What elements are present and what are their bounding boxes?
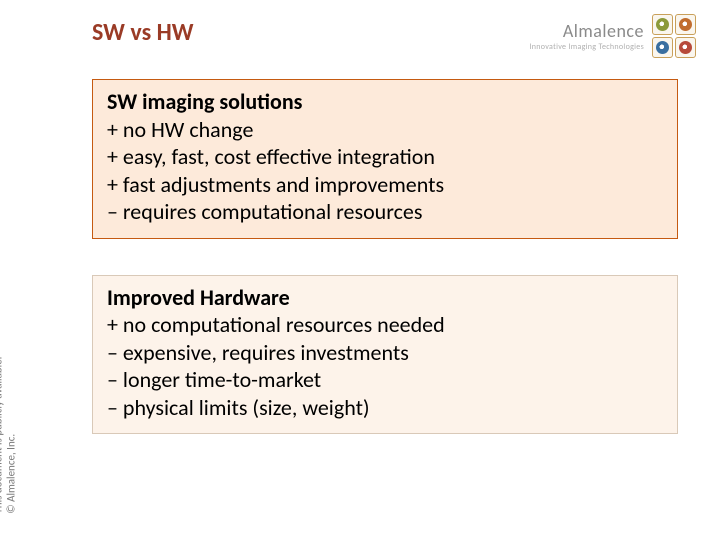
box1-line: + easy, fast, cost effective integration xyxy=(107,143,663,171)
box2-line: + no computational resources needed xyxy=(107,311,663,339)
box2-heading: Improved Hardware xyxy=(107,284,663,312)
box2-line: – expensive, requires investments xyxy=(107,339,663,367)
box1-line: + no HW change xyxy=(107,116,663,144)
box-hw-improved: Improved Hardware + no computational res… xyxy=(92,275,678,435)
logo-text: Almalence Innovative Imaging Technologie… xyxy=(529,20,644,52)
confidentiality-strip: Mobile Imaging Solutions for Exceptional… xyxy=(0,329,18,514)
box1-heading: SW imaging solutions xyxy=(107,88,663,116)
logo-name: Almalence xyxy=(529,20,644,42)
logo-icon xyxy=(652,14,696,58)
box1-line: + fast adjustments and improvements xyxy=(107,171,663,199)
box1-line: – requires computational resources xyxy=(107,198,663,226)
strip-line: © Almalence, Inc. xyxy=(5,329,18,514)
brand-logo: Almalence Innovative Imaging Technologie… xyxy=(529,14,696,58)
box2-line: – longer time-to-market xyxy=(107,366,663,394)
box2-line: – physical limits (size, weight) xyxy=(107,394,663,422)
box-sw-solutions: SW imaging solutions + no HW change + ea… xyxy=(92,79,678,239)
logo-tagline: Innovative Imaging Technologies xyxy=(529,42,644,52)
slide: Almalence Innovative Imaging Technologie… xyxy=(0,0,720,540)
